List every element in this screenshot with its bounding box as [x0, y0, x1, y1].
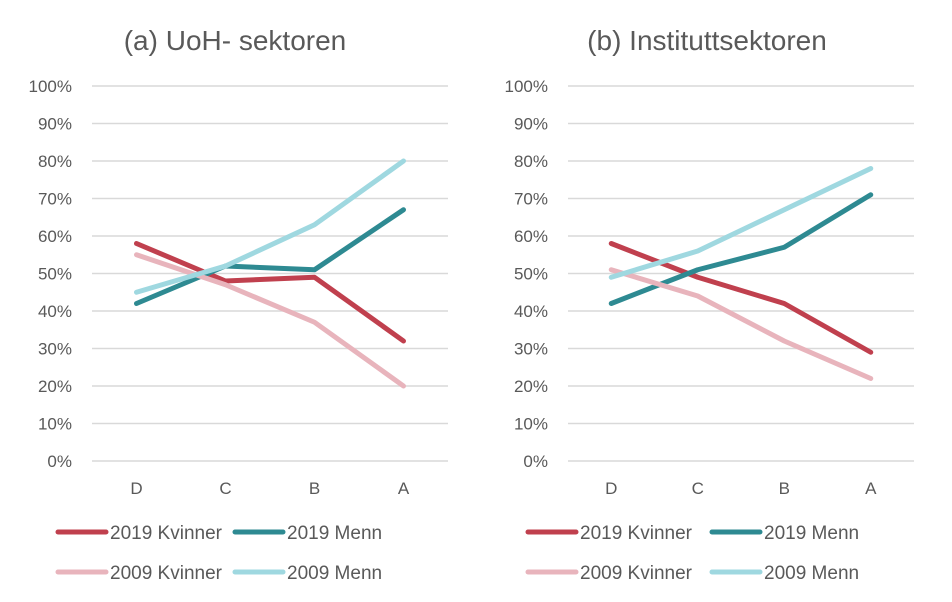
legend-label: 2019 Menn [287, 523, 382, 544]
y-tick-label: 80% [514, 152, 548, 171]
legend-label: 2009 Menn [287, 563, 382, 584]
x-tick-label: D [605, 479, 617, 498]
x-tick-label: C [219, 479, 231, 498]
legend-entry: 2019 Menn [709, 523, 859, 544]
y-tick-label: 70% [38, 190, 72, 209]
y-tick-label: 40% [514, 302, 548, 321]
x-tick-label: D [130, 479, 142, 498]
x-tick-label: B [779, 479, 790, 498]
x-tick-label: A [865, 479, 877, 498]
series-line-2019-kvinner [134, 241, 406, 344]
series-line-2009-menn [134, 158, 406, 295]
legend-entry: 2019 Kvinner [55, 523, 223, 544]
legend-label: 2019 Kvinner [580, 523, 693, 544]
series-line-2019-menn [608, 192, 874, 306]
y-tick-label: 10% [514, 415, 548, 434]
chart-title: (a) UoH- sektoren [124, 25, 347, 56]
y-tick-label: 30% [38, 340, 72, 359]
y-tick-label: 20% [38, 377, 72, 396]
chart-panel-1: (a) UoH- sektoren 0% 10% 20% 30% 40% 50% 60% 70%… [29, 25, 448, 584]
legend-entry: 2009 Menn [709, 563, 859, 584]
legend-entry: 2009 Kvinner [525, 563, 693, 584]
legend-label: 2019 Kvinner [110, 523, 223, 544]
legend-entry: 2009 Menn [232, 563, 382, 584]
legend-entry: 2019 Menn [232, 523, 382, 544]
y-tick-label: 20% [514, 377, 548, 396]
y-tick-label: 30% [514, 340, 548, 359]
legend-entry: 2009 Kvinner [55, 563, 223, 584]
y-tick-label: 50% [38, 265, 72, 284]
series-line-2019-kvinner [608, 241, 874, 355]
y-tick-label: 100% [29, 77, 72, 96]
y-tick-label: 0% [47, 452, 72, 471]
x-tick-label: A [398, 479, 410, 498]
series-line-2009-menn [608, 166, 874, 280]
y-tick-label: 40% [38, 302, 72, 321]
legend-label: 2009 Kvinner [580, 563, 693, 584]
series-line-2019-menn [134, 207, 406, 306]
y-tick-label: 100% [505, 77, 548, 96]
legend-label: 2019 Menn [764, 523, 859, 544]
y-tick-label: 60% [514, 227, 548, 246]
y-tick-label: 10% [38, 415, 72, 434]
x-tick-label: C [692, 479, 704, 498]
series-line-2009-kvinner [134, 252, 406, 389]
legend-label: 2009 Menn [764, 563, 859, 584]
series-line-2009-kvinner [608, 267, 874, 381]
legend-entry: 2019 Kvinner [525, 523, 693, 544]
chart-panel-2: (b) Instituttsektoren 0% 10% 20% 30% 40% 50% 60… [505, 25, 914, 584]
y-tick-label: 50% [514, 265, 548, 284]
y-tick-label: 90% [38, 115, 72, 134]
y-tick-label: 90% [514, 115, 548, 134]
y-tick-label: 80% [38, 152, 72, 171]
chart-title: (b) Instituttsektoren [587, 25, 827, 56]
legend-label: 2009 Kvinner [110, 563, 223, 584]
y-tick-label: 0% [523, 452, 548, 471]
x-tick-label: B [309, 479, 320, 498]
y-tick-label: 70% [514, 190, 548, 209]
y-tick-label: 60% [38, 227, 72, 246]
